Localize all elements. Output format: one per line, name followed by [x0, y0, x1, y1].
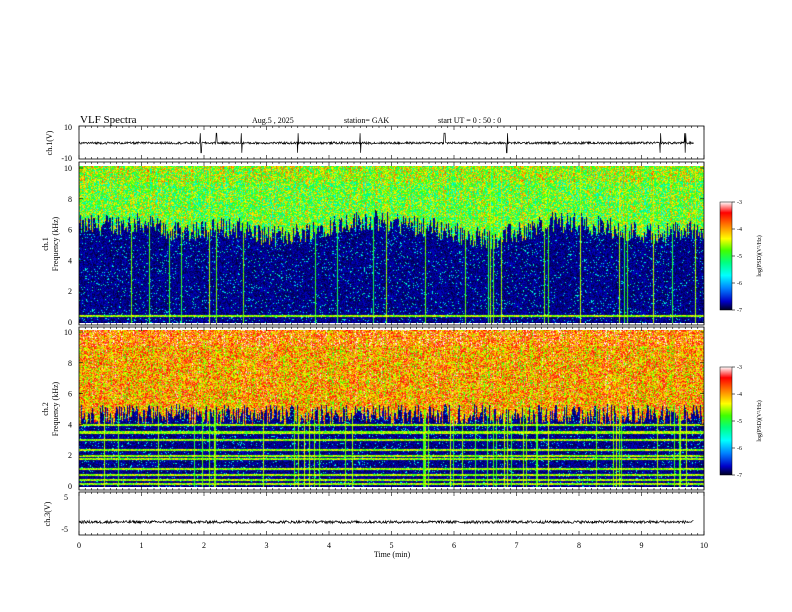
time-tick-label: 1 [140, 541, 144, 550]
ch1-colorbar: -3 -4 -5 -6 -7 log(PSD)(V²/Hz) [719, 200, 763, 314]
frequency-tick-label: 6 [68, 390, 72, 399]
ch1-waveform-panel: 10 -10 ch.1(V) [45, 123, 705, 163]
frequency-tick-label: 4 [68, 256, 72, 265]
colorbar-tick-label: -4 [737, 392, 742, 398]
colorbar-tick-label: -6 [737, 281, 742, 287]
colorbar-tick-label: -3 [737, 200, 742, 206]
colorbar-tick-label: -6 [737, 446, 742, 452]
time-axis-label: Time (min) [374, 550, 411, 559]
frequency-tick-label: 8 [68, 359, 72, 368]
frequency-tick-label: 0 [68, 318, 72, 327]
ch2-colorbar-ticks: -3 -4 -5 -6 -7 [732, 365, 742, 479]
start-time-label: start UT = 0 : 50 : 0 [438, 116, 501, 125]
ch2-colorbar-label: log(PSD)(V²/Hz) [756, 400, 763, 441]
figure-title: VLF Spectra [80, 114, 137, 126]
frequency-tick-label: 6 [68, 226, 72, 235]
ch3-ytick-bottom: -5 [61, 525, 68, 534]
ch1-ytick-bottom: -10 [61, 154, 72, 163]
time-tick-label: 10 [700, 541, 708, 550]
frequency-tick-label: 10 [64, 328, 72, 337]
ch1-colorbar-ramp [719, 201, 733, 311]
ch1-waveform-ylabel: ch.1(V) [45, 130, 54, 155]
frequency-tick-label: 10 [64, 164, 72, 173]
colorbar-tick-label: -7 [737, 473, 742, 479]
time-tick-label: 4 [327, 541, 331, 550]
time-axis: 0 1 2 3 4 5 6 7 8 9 10 [77, 126, 708, 550]
ch3-waveform-trace [78, 519, 694, 525]
colorbar-tick-label: -4 [737, 227, 742, 233]
ch1-ytick-top: 10 [64, 123, 72, 132]
frequency-tick-label: 4 [68, 420, 72, 429]
time-tick-label: 3 [265, 541, 269, 550]
waveform-line [78, 519, 694, 525]
frequency-tick-label: 0 [68, 482, 72, 491]
ch2-spectrogram-ylabel-freq: Frequency (kHz) [51, 381, 60, 436]
time-tick-label: 5 [390, 541, 394, 550]
time-tick-label: 2 [202, 541, 206, 550]
frequency-tick-label: 2 [68, 287, 72, 296]
time-tick-label: 9 [640, 541, 644, 550]
ch1-spectrogram-ylabel-ch: ch.1 [41, 237, 50, 251]
frequency-tick-label: 8 [68, 195, 72, 204]
ch1-colorbar-ticks: -3 -4 -5 -6 -7 [732, 200, 742, 314]
time-tick-label: 6 [452, 541, 456, 550]
ch2-spectrogram-ylabel-ch: ch.2 [41, 402, 50, 416]
ch1-colorbar-label: log(PSD)(V²/Hz) [756, 235, 763, 276]
waveform-line [78, 132, 694, 154]
station-label: station= GAK [344, 116, 389, 125]
ch3-waveform-panel: 5 -5 ch.3(V) [43, 491, 705, 536]
ch2-spectrogram-image [79, 330, 704, 487]
time-tick-label: 8 [577, 541, 581, 550]
frequency-tick-label: 2 [68, 451, 72, 460]
ch2-colorbar: -3 -4 -5 -6 -7 log(PSD)(V²/Hz) [719, 365, 763, 479]
ch1-spectrogram-yticks: 0 2 4 6 8 10 [64, 164, 704, 327]
ch2-spectrogram-panel: 0 2 4 6 8 10 ch.2 Frequency (kHz) [41, 326, 705, 491]
ch1-spectrogram-image [79, 166, 704, 323]
ch1-spectrogram-ylabel-freq: Frequency (kHz) [51, 216, 60, 271]
time-tick-label: 7 [515, 541, 519, 550]
ch1-spectrogram-panel: 0 2 4 6 8 10 ch.1 Frequency (kHz) [41, 161, 705, 327]
date-label: Aug.5 , 2025 [252, 116, 294, 125]
ch2-spectrogram-yticks: 0 2 4 6 8 10 [64, 328, 704, 491]
ch3-ytick-top: 5 [64, 493, 68, 502]
time-tick-label: 0 [77, 541, 81, 550]
colorbar-tick-label: -5 [737, 254, 742, 260]
ch2-colorbar-ramp [719, 366, 733, 476]
ch3-waveform-frame [78, 491, 705, 536]
colorbar-tick-label: -5 [737, 419, 742, 425]
colorbar-tick-label: -7 [737, 308, 742, 314]
ch3-waveform-ylabel: ch.3(V) [43, 501, 52, 526]
ch1-waveform-trace [78, 132, 694, 154]
colorbar-tick-label: -3 [737, 365, 742, 371]
